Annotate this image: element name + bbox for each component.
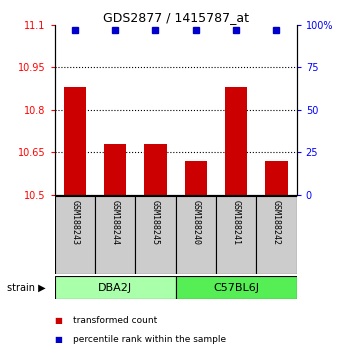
Bar <box>216 196 256 274</box>
Text: GSM188245: GSM188245 <box>151 200 160 245</box>
Bar <box>135 196 176 274</box>
Bar <box>144 144 166 195</box>
Bar <box>176 276 297 299</box>
Text: ■: ■ <box>55 335 62 344</box>
Text: strain ▶: strain ▶ <box>7 282 45 293</box>
Text: percentile rank within the sample: percentile rank within the sample <box>73 335 226 344</box>
Bar <box>55 196 95 274</box>
Bar <box>225 87 247 195</box>
Text: C57BL6J: C57BL6J <box>213 282 259 293</box>
Text: GSM188242: GSM188242 <box>272 200 281 245</box>
Bar <box>176 196 216 274</box>
Text: GSM188244: GSM188244 <box>110 200 120 245</box>
Bar <box>265 161 287 195</box>
Bar <box>256 196 297 274</box>
Text: GSM188243: GSM188243 <box>70 200 79 245</box>
Text: GSM188240: GSM188240 <box>191 200 200 245</box>
Title: GDS2877 / 1415787_at: GDS2877 / 1415787_at <box>103 11 249 24</box>
Bar <box>185 161 207 195</box>
Bar <box>64 87 86 195</box>
Text: GSM188241: GSM188241 <box>232 200 241 245</box>
Text: transformed count: transformed count <box>73 316 158 325</box>
Text: ■: ■ <box>55 316 62 325</box>
Text: DBA2J: DBA2J <box>98 282 132 293</box>
Bar <box>104 144 126 195</box>
Bar <box>55 276 176 299</box>
Bar <box>95 196 135 274</box>
